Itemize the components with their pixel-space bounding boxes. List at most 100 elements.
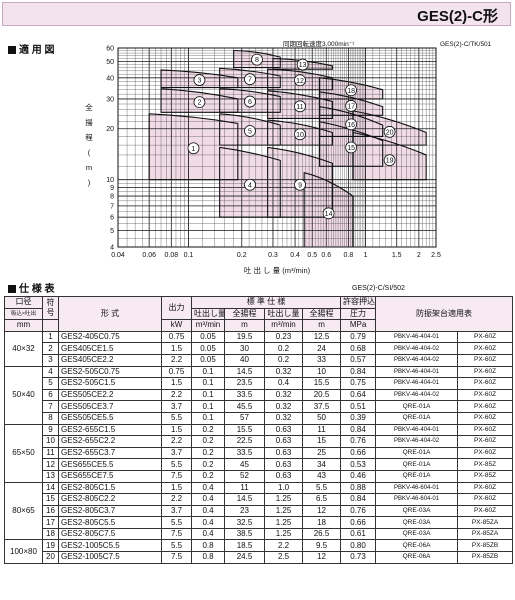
title-banner: GES(2)-C形 bbox=[2, 2, 511, 26]
no-cell: 18 bbox=[42, 527, 59, 541]
model-cell: GES2-655C1.5 bbox=[58, 423, 162, 437]
press-cell: 0.76 bbox=[340, 504, 377, 518]
head-min-cell: 20.5 bbox=[301, 388, 342, 402]
no-cell: 6 bbox=[42, 388, 59, 402]
table-row: 40×32 1 GES2-405C0.75 0.75 0.05 19.5 0.23 12.5 0… bbox=[4, 330, 514, 367]
model-cell: GES2-1005C5.5 bbox=[58, 539, 162, 553]
flow-max-cell: 0.2 bbox=[264, 342, 303, 355]
mount-b-cell: PX-85Z bbox=[457, 458, 514, 471]
x-tick-label: 1.5 bbox=[392, 252, 402, 259]
head-min-cell: 12 bbox=[301, 504, 342, 518]
head-cell: 45.5 bbox=[224, 400, 265, 413]
region-number-label: 9 bbox=[298, 182, 302, 189]
region-number-badge bbox=[294, 100, 306, 113]
flow-cell: 0.8 bbox=[191, 551, 225, 564]
no-cell: 12 bbox=[42, 458, 59, 471]
flow-cell: 0.1 bbox=[191, 377, 225, 390]
col-no-unit bbox=[42, 319, 59, 332]
head-min-cell: 24 bbox=[301, 342, 342, 355]
region-number-badge bbox=[383, 125, 396, 138]
flow-max-cell: 1.25 bbox=[264, 493, 303, 506]
output-cell: 1.5 bbox=[161, 377, 192, 390]
chart-section-label: 適 用 図 bbox=[19, 45, 55, 56]
region-number-badge bbox=[345, 141, 358, 154]
no-cell: 14 bbox=[42, 481, 59, 495]
flow-max-cell: 0.63 bbox=[264, 423, 303, 437]
model-cell: GES405CE2.2 bbox=[58, 353, 162, 367]
col-bore-header: 口径 bbox=[4, 296, 43, 309]
head-cell: 45 bbox=[224, 458, 265, 471]
x-tick-label: 0.2 bbox=[237, 252, 247, 259]
region-boundary bbox=[352, 131, 427, 181]
mount-a-cell: QRE-03A bbox=[375, 527, 459, 541]
flow-max-cell: 0.63 bbox=[264, 458, 303, 471]
flow-cell: 0.05 bbox=[191, 330, 225, 344]
mount-a-cell: PBKV-46-604-01 bbox=[375, 481, 459, 495]
head-min-cell: 26.5 bbox=[301, 527, 342, 541]
no-cell: 8 bbox=[42, 411, 59, 425]
head-min-cell: 10 bbox=[301, 365, 342, 379]
flow-cell: 0.1 bbox=[191, 365, 225, 379]
head-cell: 18.5 bbox=[224, 539, 265, 553]
mount-b-cell: PX-85ZB bbox=[457, 551, 514, 564]
output-cell: 2.2 bbox=[161, 435, 192, 448]
flow-cell: 0.4 bbox=[191, 527, 225, 541]
region-number-label: 13 bbox=[299, 62, 307, 69]
flow-cell: 0.1 bbox=[191, 400, 225, 413]
flow-max-cell: 1.25 bbox=[264, 527, 303, 541]
mount-a-cell: QRE-03A bbox=[375, 504, 459, 518]
flow-max-cell: 0.32 bbox=[264, 411, 303, 425]
table-row: 100×80 19 GES2-1005C5.5 5.5 0.8 18.5 2.2 9.5 0.8… bbox=[4, 539, 514, 564]
model-cell: GES2-1005C7.5 bbox=[58, 551, 162, 564]
no-cell: 9 bbox=[42, 423, 59, 437]
col-no-header: 符号 bbox=[42, 295, 59, 321]
region-boundary bbox=[267, 68, 333, 91]
model-cell: GES2-805C1.5 bbox=[58, 481, 162, 495]
col-model-header: 形 式 bbox=[58, 296, 162, 332]
table-row: 16 GES2-805C3.7 3.7 0.4 23 1.25 12 0.76 QRE-03A P… bbox=[5, 504, 514, 518]
flow-max-cell: 0.23 bbox=[264, 330, 303, 344]
press-cell: 0.46 bbox=[340, 469, 377, 483]
flow-header-1: 吐出し量 bbox=[191, 307, 225, 321]
region-boundary bbox=[319, 91, 384, 116]
region-boundary bbox=[160, 69, 239, 89]
head-cell: 32.5 bbox=[224, 516, 265, 529]
col-std-spec-header: 標 準 仕 様 bbox=[190, 296, 342, 309]
region-number-badge bbox=[345, 100, 358, 112]
flow-cell: 0.2 bbox=[191, 458, 225, 471]
press-cell: 0.66 bbox=[340, 516, 377, 529]
region-number-badge bbox=[244, 125, 256, 137]
no-cell: 2 bbox=[42, 342, 59, 355]
table-row: 50×40 4 GES2-505C0.75 0.75 0.1 14.5 0.32 10 0.84… bbox=[4, 365, 514, 425]
flow-max-cell: 0.32 bbox=[264, 400, 303, 413]
flow-cell: 0.05 bbox=[191, 353, 225, 367]
head-min-cell: 37.5 bbox=[301, 400, 342, 413]
head-min-cell: 25 bbox=[301, 446, 342, 460]
mount-a-cell: QRE-01A bbox=[375, 469, 459, 483]
col-press-unit: MPa bbox=[340, 319, 377, 332]
mount-b-cell: PX-60Z bbox=[457, 365, 514, 379]
table-row: 80×65 14 GES2-805C1.5 1.5 0.4 11 1.0 5.5 0.88 PBK… bbox=[4, 481, 514, 541]
mount-b-cell: PX-60Z bbox=[457, 377, 514, 390]
table-row: 6 GES505CE2.2 2.2 0.1 33.5 0.32 20.5 0.64 PBKV-4… bbox=[5, 388, 514, 402]
spec-table-body: 40×32 1 GES2-405C0.75 0.75 0.05 19.5 0.23 12.5 0… bbox=[4, 330, 514, 564]
spec-table: 口径 符号 形 式 出力 標 準 仕 様 許容押込 防振架台適用表 吸込×吐出 … bbox=[4, 295, 514, 564]
mount-b-cell: PX-60Z bbox=[457, 353, 514, 367]
bore-cell: 100×80 bbox=[4, 539, 43, 564]
head-cell: 30 bbox=[224, 342, 265, 355]
table-row: 15 GES2-805C2.2 2.2 0.4 14.5 1.25 6.5 0.84 PBKV-… bbox=[5, 493, 514, 506]
region-boundary bbox=[219, 67, 281, 89]
head-cell: 14.5 bbox=[224, 365, 265, 379]
mount-a-cell: PBKV-46-404-02 bbox=[375, 353, 459, 367]
output-cell: 1.5 bbox=[161, 481, 192, 495]
mount-b-cell: PX-60Z bbox=[457, 493, 514, 506]
col-output-unit: kW bbox=[161, 319, 192, 332]
y-tick-label: 40 bbox=[106, 75, 114, 82]
flow-cell: 0.1 bbox=[191, 411, 225, 425]
flow-cell: 0.4 bbox=[191, 481, 225, 495]
mount-b-cell: PX-60Z bbox=[457, 411, 514, 425]
head-cell: 19.5 bbox=[224, 330, 265, 344]
model-cell: GES2-805C7.5 bbox=[58, 527, 162, 541]
mount-b-cell: PX-60Z bbox=[457, 435, 514, 448]
region-number-label: 17 bbox=[347, 103, 355, 110]
